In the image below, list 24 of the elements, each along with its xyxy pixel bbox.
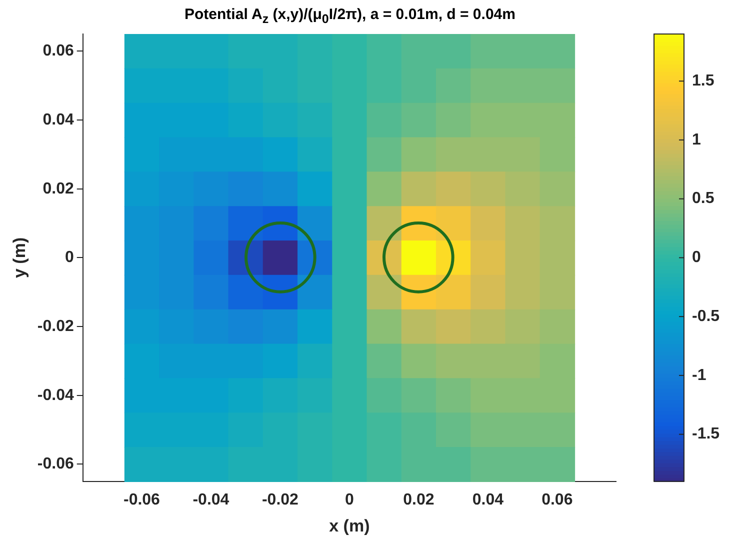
color-bar-label: 0 xyxy=(692,249,701,266)
color-bar-label: 0.5 xyxy=(692,190,714,208)
x-tick-label: 0.02 xyxy=(403,491,434,508)
x-axis-title: x (m) xyxy=(329,516,370,536)
x-tick-label: -0.06 xyxy=(123,491,160,508)
x-tick-label: 0.04 xyxy=(472,491,504,508)
color-bar-label: -1 xyxy=(692,366,706,384)
y-tick-label: -0.06 xyxy=(37,456,74,473)
y-axis-title: y (m) xyxy=(10,237,29,278)
y-tick-label: -0.02 xyxy=(37,318,74,335)
chart-title: Potential A$_{z}$ (x,y)/(μ$_{0}$I/2π), a = 0.01m, d = 0.04m xyxy=(184,6,516,26)
y-tick-label: -0.04 xyxy=(37,386,74,404)
y-tick-label: 0.02 xyxy=(42,180,74,198)
x-tick-label: 0 xyxy=(344,491,354,508)
y-tick-label: 0 xyxy=(64,249,74,266)
x-tick-label: -0.04 xyxy=(192,491,230,508)
color-bar-label: -1.5 xyxy=(692,426,720,443)
color-bar-label: 1 xyxy=(692,131,701,148)
x-tick-label: -0.02 xyxy=(262,491,299,508)
color-bar-label: 1.5 xyxy=(692,72,714,90)
x-tick-label: 0.06 xyxy=(542,491,573,508)
y-tick-label: 0.04 xyxy=(42,111,74,128)
color-bar-label: -0.5 xyxy=(692,308,720,325)
y-tick-label: 0.06 xyxy=(42,42,74,60)
